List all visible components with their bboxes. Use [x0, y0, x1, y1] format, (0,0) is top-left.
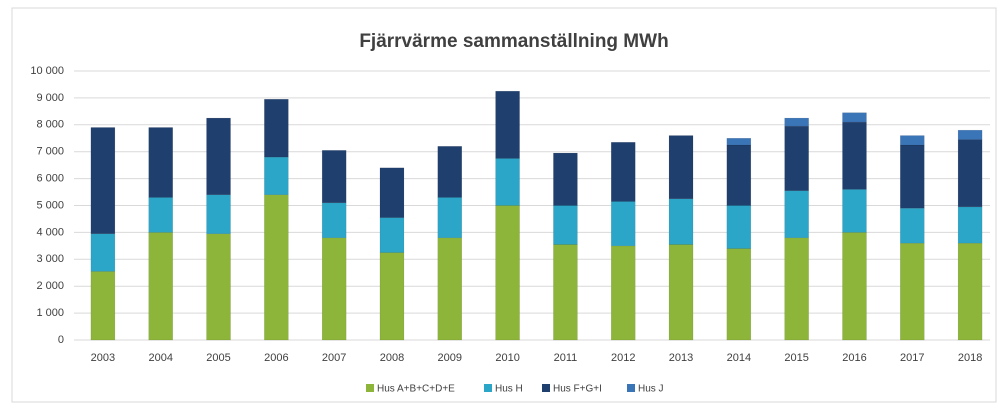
bar-segment: [957, 139, 983, 208]
x-tick-label: 2014: [727, 352, 751, 364]
y-tick-label: 2 000: [36, 280, 64, 292]
bar-segment: [379, 167, 405, 218]
bar-segment: [668, 244, 694, 341]
y-tick-label: 7 000: [36, 146, 64, 158]
bar-segment: [957, 206, 983, 244]
bar-segment: [726, 144, 752, 206]
bar-segment: [610, 142, 636, 202]
bar-segment: [668, 198, 694, 245]
bar-segment: [726, 205, 752, 249]
legend-swatch: [627, 384, 635, 392]
x-tick-label: 2018: [958, 352, 982, 364]
y-tick-label: 5 000: [36, 199, 64, 211]
bar-segment: [90, 233, 116, 272]
bar-segment: [957, 242, 983, 341]
bar-segment: [842, 112, 867, 123]
y-tick-label: 3 000: [36, 253, 64, 265]
bar-segment: [726, 138, 752, 146]
x-tick-label: 2003: [91, 352, 115, 364]
bar-segment: [842, 121, 867, 190]
bar-segment: [148, 127, 173, 198]
legend-label: Hus A+B+C+D+E: [377, 384, 455, 395]
bar-segment: [784, 190, 809, 239]
bar-segment: [668, 135, 694, 200]
bar-segment: [553, 244, 578, 341]
bar-segment: [321, 150, 347, 204]
bar-segment: [553, 205, 578, 245]
bar-segment: [957, 129, 983, 140]
bar-segment: [610, 201, 636, 247]
y-tick-label: 9 000: [36, 92, 64, 104]
y-tick-label: 8 000: [36, 119, 64, 131]
legend-label: Hus H: [495, 384, 523, 395]
bar-segment: [379, 217, 405, 253]
x-tick-label: 2005: [206, 352, 230, 364]
x-tick-label: 2016: [842, 352, 866, 364]
bar-segment: [206, 117, 231, 195]
bar-segment: [784, 125, 809, 191]
bar-segment: [784, 237, 809, 341]
x-tick-label: 2017: [900, 352, 924, 364]
bar-segment: [437, 197, 463, 239]
bar-segment: [206, 233, 231, 341]
bar-segment: [900, 144, 925, 209]
bar-segment: [321, 237, 347, 341]
y-tick-label: 4 000: [36, 226, 64, 238]
bar-segment: [437, 237, 463, 341]
bar-segment: [264, 194, 289, 341]
x-tick-label: 2009: [438, 352, 462, 364]
bar-segment: [90, 127, 116, 234]
bar-segment: [726, 248, 752, 341]
legend-swatch: [484, 384, 492, 392]
x-tick-label: 2015: [784, 352, 808, 364]
y-tick-label: 10 000: [30, 65, 64, 77]
bar-segment: [610, 245, 636, 341]
legend-label: Hus J: [638, 384, 664, 395]
x-tick-label: 2007: [322, 352, 346, 364]
y-tick-label: 1 000: [36, 307, 64, 319]
y-tick-label: 6 000: [36, 173, 64, 185]
bar-segment: [495, 90, 520, 159]
x-tick-label: 2011: [554, 352, 578, 364]
bar-segment: [206, 194, 231, 234]
y-tick-label: 0: [58, 334, 64, 346]
bar-segment: [842, 189, 867, 233]
bar-segment: [379, 252, 405, 341]
x-tick-label: 2004: [148, 352, 172, 364]
chart-title: Fjärrvärme sammanställning MWh: [359, 31, 668, 52]
bar-segment: [900, 135, 925, 146]
bar-segment: [900, 207, 925, 244]
x-tick-label: 2012: [611, 352, 635, 364]
bar-segment: [148, 197, 173, 233]
bar-segment: [842, 232, 867, 341]
bar-segment: [90, 271, 116, 341]
legend-label: Hus F+G+I: [553, 384, 602, 395]
legend-swatch: [366, 384, 374, 392]
x-tick-label: 2013: [669, 352, 693, 364]
bar-segment: [437, 146, 463, 198]
bar-segment: [553, 152, 578, 206]
legend-swatch: [542, 384, 550, 392]
bar-segment: [148, 232, 173, 341]
x-tick-label: 2010: [495, 352, 519, 364]
x-tick-label: 2008: [380, 352, 404, 364]
bar-segment: [495, 158, 520, 206]
bar-segment: [495, 205, 520, 341]
x-tick-label: 2006: [264, 352, 288, 364]
bar-segment: [784, 117, 809, 127]
bar-segment: [900, 242, 925, 341]
bar-segment: [264, 156, 289, 195]
bar-segment: [321, 202, 347, 239]
bar-segment: [264, 98, 289, 158]
